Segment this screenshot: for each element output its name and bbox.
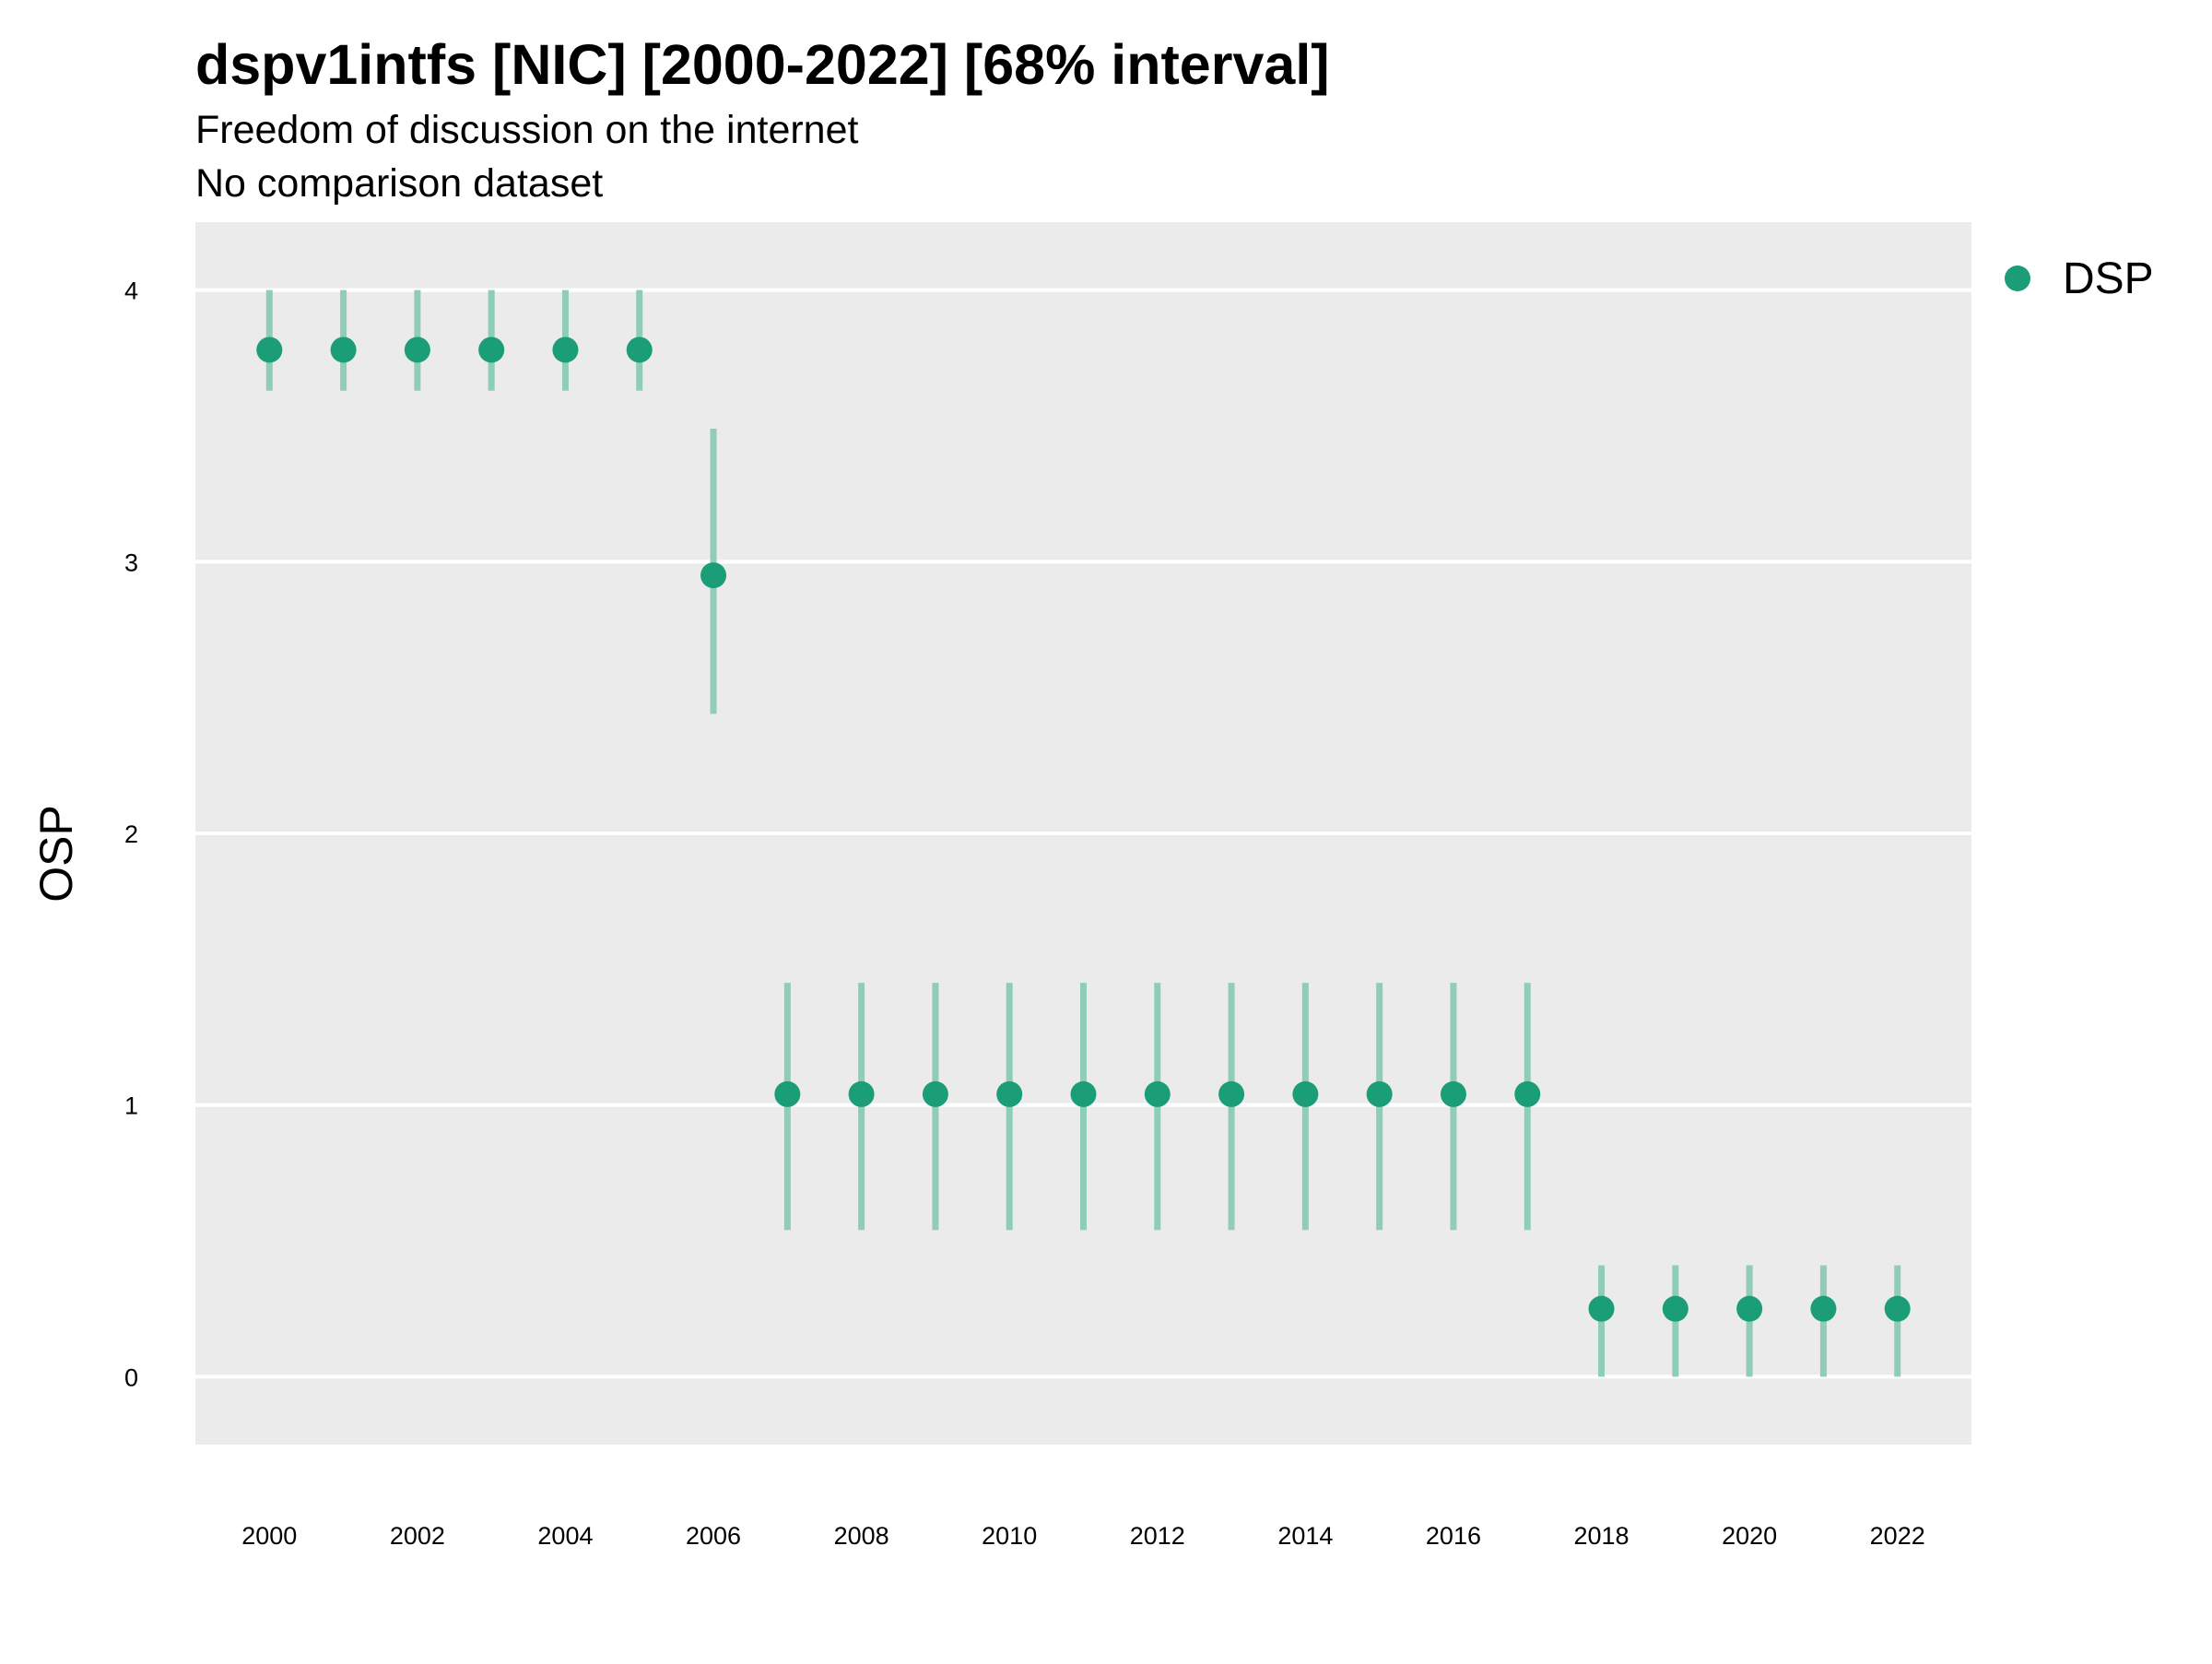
x-axis-tick-labels: 2000 2002 2004 2006 2008 2010 2012 2014 2016 2018… — [241, 1522, 1924, 1550]
y-tick-label: 4 — [124, 277, 138, 305]
chart-subtitle: Freedom of discussion on the internet — [195, 108, 859, 152]
data-point — [404, 336, 430, 363]
data-point — [1218, 1080, 1245, 1107]
x-tick-label: 2006 — [686, 1522, 741, 1550]
legend: DSP — [2005, 254, 2154, 303]
y-axis-tick-labels: 0 1 2 3 4 — [124, 277, 138, 1392]
data-point — [552, 336, 579, 363]
x-tick-label: 2004 — [537, 1522, 593, 1550]
data-point — [478, 336, 505, 363]
data-point — [1070, 1080, 1097, 1107]
legend-label-dsp: DSP — [2063, 254, 2154, 303]
chart-title: dspv1intfs [NIC] [2000-2022] [68% interv… — [195, 33, 1330, 96]
y-tick-label: 2 — [124, 820, 138, 848]
y-tick-label: 0 — [124, 1363, 138, 1391]
data-point — [626, 336, 653, 363]
data-point — [774, 1080, 801, 1107]
x-tick-label: 2008 — [834, 1522, 889, 1550]
x-tick-label: 2018 — [1574, 1522, 1630, 1550]
y-axis-label: OSP — [30, 805, 82, 903]
x-tick-label: 2002 — [390, 1522, 445, 1550]
data-point — [1884, 1295, 1911, 1322]
x-tick-label: 2014 — [1277, 1522, 1333, 1550]
x-tick-label: 2012 — [1130, 1522, 1185, 1550]
data-point — [330, 336, 357, 363]
data-point — [1736, 1295, 1763, 1322]
data-points — [256, 336, 1911, 1322]
data-point — [1514, 1080, 1541, 1107]
x-tick-label: 2022 — [1870, 1522, 1925, 1550]
x-tick-label: 2000 — [241, 1522, 297, 1550]
x-tick-label: 2016 — [1426, 1522, 1481, 1550]
y-tick-label: 3 — [124, 549, 138, 576]
legend-key-dsp — [2005, 266, 2030, 291]
x-tick-label: 2010 — [982, 1522, 1037, 1550]
data-point — [922, 1080, 948, 1107]
data-point — [1662, 1295, 1688, 1322]
data-point — [1292, 1080, 1319, 1107]
chart-subtitle-secondary: No comparison dataset — [195, 161, 603, 206]
data-point — [1588, 1295, 1615, 1322]
data-point — [996, 1080, 1023, 1107]
data-point — [1440, 1080, 1466, 1107]
data-point — [1144, 1080, 1171, 1107]
y-tick-label: 1 — [124, 1092, 138, 1120]
data-point — [1810, 1295, 1837, 1322]
x-tick-label: 2020 — [1722, 1522, 1777, 1550]
data-point — [256, 336, 283, 363]
data-point — [848, 1080, 875, 1107]
data-point — [1366, 1080, 1393, 1107]
data-point — [700, 562, 727, 589]
